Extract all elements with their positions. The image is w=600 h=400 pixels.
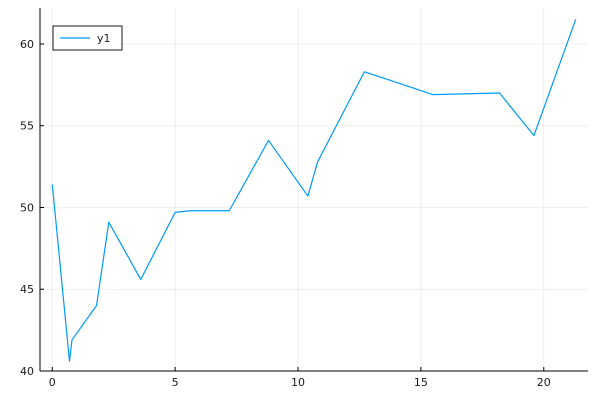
legend-label: y1 xyxy=(97,32,111,45)
x-tick-label: 15 xyxy=(414,376,428,389)
x-tick-label: 10 xyxy=(291,376,305,389)
legend: y1 xyxy=(52,25,123,51)
series-line-y1 xyxy=(51,19,577,362)
y-tick-label: 40 xyxy=(20,365,34,378)
y-tick-label: 45 xyxy=(20,283,34,296)
x-tick-label: 20 xyxy=(537,376,551,389)
x-tick-label: 0 xyxy=(49,376,56,389)
axes: 0 5 10 15 20 40 45 50 55 60 xyxy=(20,8,588,389)
series-layer xyxy=(51,19,577,362)
y-tick-label: 50 xyxy=(20,201,34,214)
x-tick-label: 5 xyxy=(172,376,179,389)
y-tick-label: 60 xyxy=(20,38,34,51)
y-tick-label: 55 xyxy=(20,120,34,133)
grid xyxy=(40,8,588,372)
